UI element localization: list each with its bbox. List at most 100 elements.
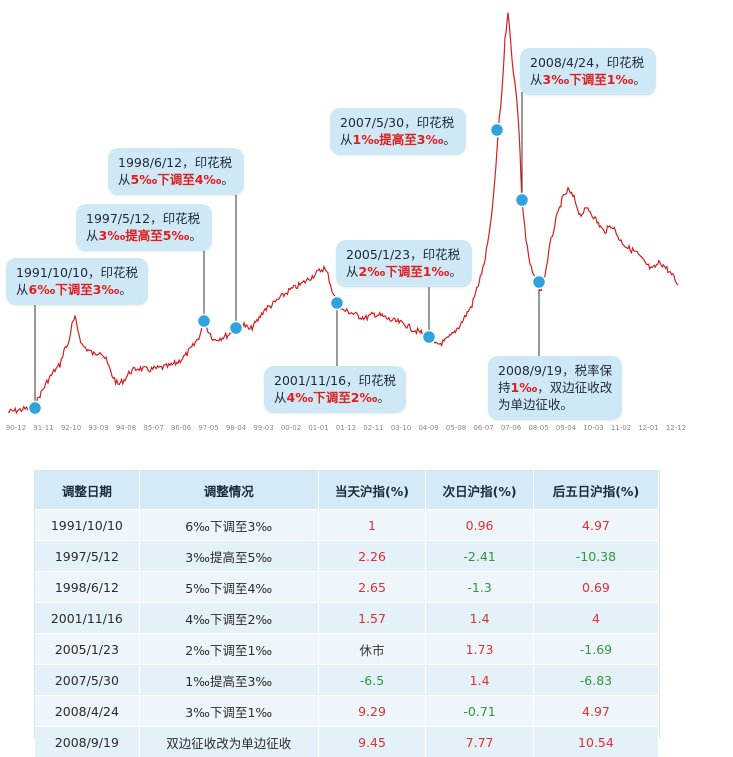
cell-day1: 7.77: [426, 727, 534, 757]
cell-day1: 1.4: [426, 665, 534, 696]
table-header-row: 调整日期 调整情况 当天沪指(%) 次日沪指(%) 后五日沪指(%): [35, 471, 659, 510]
cell-day0: 1.57: [318, 603, 426, 634]
event-dot-1997-5-12: [198, 315, 211, 328]
cell-day1: 1.4: [426, 603, 534, 634]
cell-date: 2005/1/23: [35, 634, 139, 665]
x-tick-label: 93-09: [88, 424, 108, 432]
stamp-duty-table: 调整日期 调整情况 当天沪指(%) 次日沪指(%) 后五日沪指(%) 1991/…: [34, 470, 660, 738]
cell-date: 2007/5/30: [35, 665, 139, 696]
callout-2005-change: 2‰下调至1‰: [359, 264, 450, 279]
event-dot-2007-5-30: [491, 124, 504, 137]
x-tick-label: 03-10: [391, 424, 411, 432]
x-tick-label: 95-07: [143, 424, 163, 432]
x-tick-label: 10-03: [583, 424, 603, 432]
cell-date: 2001/11/16: [35, 603, 139, 634]
cell-day1: -1.3: [426, 572, 534, 603]
cell-change: 3‰下调至1‰: [139, 696, 318, 727]
cell-day5: 4: [533, 603, 658, 634]
callout-2008-sep-change: 1‰: [511, 380, 538, 395]
header-date: 调整日期: [35, 471, 139, 510]
x-tick-label: 12-12: [666, 424, 686, 432]
cell-change: 1‰提高至3‰: [139, 665, 318, 696]
cell-date: 1998/6/12: [35, 572, 139, 603]
cell-change: 5‰下调至4‰: [139, 572, 318, 603]
callout-2007: 2007/5/30，印花税 从1‰提高至3‰。: [330, 108, 466, 155]
callout-1998: 1998/6/12，印花税 从5‰下调至4‰。: [108, 148, 244, 195]
callout-1998-line1: 1998/6/12，印花税: [118, 154, 234, 171]
callout-2008-apr-change: 3‰下调至1‰: [543, 72, 634, 87]
cell-date: 2008/9/19: [35, 727, 139, 757]
x-tick-label: 02-11: [363, 424, 383, 432]
cell-change: 6‰下调至3‰: [139, 510, 318, 541]
event-dot-2008-9-19: [533, 276, 546, 289]
x-tick-label: 00-02: [281, 424, 301, 432]
callout-2001-line1: 2001/11/16，印花税: [274, 372, 396, 389]
event-dot-2001-11-16: [331, 297, 344, 310]
cell-change: 2‰下调至1‰: [139, 634, 318, 665]
x-tick-label: 01-01: [308, 424, 328, 432]
x-tick-label: 90-12: [6, 424, 26, 432]
cell-day5: 4.97: [533, 696, 658, 727]
header-day0: 当天沪指(%): [318, 471, 426, 510]
cell-change: 双边征收改为单边征收: [139, 727, 318, 757]
callout-2001: 2001/11/16，印花税 从4‰下调至2‰。: [264, 366, 406, 413]
x-tick-label: 01-12: [336, 424, 356, 432]
x-tick-label: 97-05: [198, 424, 218, 432]
x-tick-label: 92-10: [61, 424, 81, 432]
callout-2008-sep: 2008/9/19，税率保 持1‰，双边征收改 为单边征收。: [488, 356, 622, 420]
callout-1997: 1997/5/12，印花税 从3‰提高至5‰。: [76, 204, 212, 251]
cell-date: 1991/10/10: [35, 510, 139, 541]
header-day1: 次日沪指(%): [426, 471, 534, 510]
cell-day5: -1.69: [533, 634, 658, 665]
cell-day1: -2.41: [426, 541, 534, 572]
event-dot-1991-10-10: [29, 402, 42, 415]
callout-2005-line1: 2005/1/23，印花税: [346, 246, 462, 263]
callout-2008-apr-line1: 2008/4/24，印花税: [530, 54, 646, 71]
x-tick-label: 99-03: [253, 424, 273, 432]
x-tick-label: 07-06: [501, 424, 522, 432]
x-tick-label: 98-04: [226, 424, 247, 432]
header-day5: 后五日沪指(%): [533, 471, 658, 510]
cell-change: 3‰提高至5‰: [139, 541, 318, 572]
x-tick-label: 05-08: [446, 424, 466, 432]
cell-change: 4‰下调至2‰: [139, 603, 318, 634]
x-axis-ticks: 90-12 91-11 92-10 93-09 94-08 95-07 96-06 97-05…: [6, 424, 686, 432]
cell-day1: 1.73: [426, 634, 534, 665]
callout-2007-change: 1‰提高至3‰: [353, 132, 444, 147]
x-tick-label: 91-11: [33, 424, 53, 432]
cell-day0: 2.26: [318, 541, 426, 572]
callout-1997-change: 3‰提高至5‰: [99, 228, 190, 243]
cell-day0: 休市: [318, 634, 426, 665]
cell-date: 2008/4/24: [35, 696, 139, 727]
cell-day1: 0.96: [426, 510, 534, 541]
cell-day0: 1: [318, 510, 426, 541]
x-tick-label: 11-02: [611, 424, 631, 432]
callout-2001-change: 4‰下调至2‰: [287, 390, 378, 405]
x-tick-label: 09-04: [556, 424, 577, 432]
cell-day0: 9.29: [318, 696, 426, 727]
cell-day1: -0.71: [426, 696, 534, 727]
x-tick-label: 06-07: [473, 424, 493, 432]
x-tick-label: 08-05: [528, 424, 548, 432]
callout-1997-line1: 1997/5/12，印花税: [86, 210, 202, 227]
x-tick-label: 96-06: [171, 424, 192, 432]
callout-2008-sep-line1: 2008/9/19，税率保: [498, 362, 612, 379]
x-tick-label: 94-08: [116, 424, 136, 432]
callout-1998-change: 5‰下调至4‰: [131, 172, 222, 187]
callout-1991: 1991/10/10，印花税 从6‰下调至3‰。: [6, 258, 148, 305]
callout-2008-sep-line3: 为单边征收。: [498, 396, 612, 413]
cell-day5: 0.69: [533, 572, 658, 603]
cell-day5: 4.97: [533, 510, 658, 541]
cell-day5: 10.54: [533, 727, 658, 757]
header-change: 调整情况: [139, 471, 318, 510]
callout-2008-apr: 2008/4/24，印花税 从3‰下调至1‰。: [520, 48, 656, 95]
x-tick-label: 04-09: [418, 424, 438, 432]
